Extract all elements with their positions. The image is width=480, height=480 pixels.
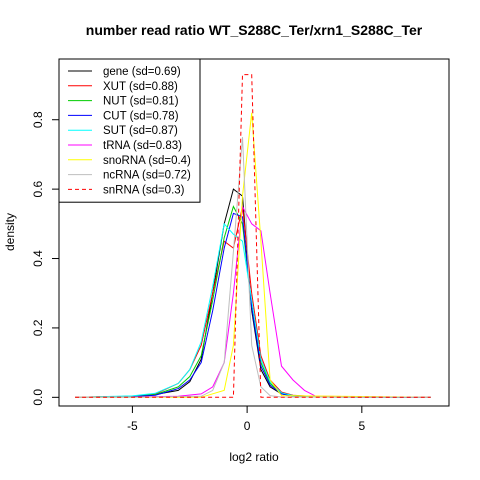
y-axis: 0.0 0.2 0.4 0.6 0.8 [31, 111, 60, 406]
legend-label: snoRNA (sd=0.4) [103, 155, 191, 167]
x-tick-label: 5 [358, 419, 365, 433]
legend-label: NUT (sd=0.81) [103, 96, 179, 108]
series-line-0 [75, 188, 431, 398]
series-line-1 [75, 206, 431, 398]
legend-label: SUT (sd=0.87) [103, 125, 178, 137]
series-line-3 [75, 212, 431, 398]
series-line-7 [75, 137, 431, 398]
y-tick-label: 0.4 [31, 250, 45, 267]
legend-label: gene (sd=0.69) [103, 66, 181, 78]
y-tick-label: 0.0 [31, 389, 45, 406]
legend-label: ncRNA (sd=0.72) [103, 170, 191, 182]
x-tick-label: -5 [127, 419, 138, 433]
series-line-4 [75, 222, 431, 398]
chart-title: number read ratio WT_S288C_Ter/xrn1_S288… [86, 22, 423, 38]
series-line-8 [75, 74, 431, 398]
x-axis: -5 0 5 [127, 405, 365, 433]
x-tick-label: 0 [244, 419, 251, 433]
x-axis-label: log2 ratio [229, 450, 279, 464]
y-tick-label: 0.6 [31, 180, 45, 197]
legend-label: XUT (sd=0.88) [103, 81, 178, 93]
series-line-5 [75, 204, 431, 398]
plot-area [75, 74, 431, 398]
series-line-6 [75, 112, 431, 398]
legend-label: snRNA (sd=0.3) [103, 184, 185, 196]
y-axis-label: density [3, 213, 17, 251]
legend: gene (sd=0.69) XUT (sd=0.88) NUT (sd=0.81)… [58, 58, 201, 203]
legend-label: tRNA (sd=0.83) [103, 140, 182, 152]
y-tick-label: 0.8 [31, 111, 45, 128]
legend-label: CUT (sd=0.78) [103, 110, 179, 122]
y-tick-label: 0.2 [31, 319, 45, 336]
